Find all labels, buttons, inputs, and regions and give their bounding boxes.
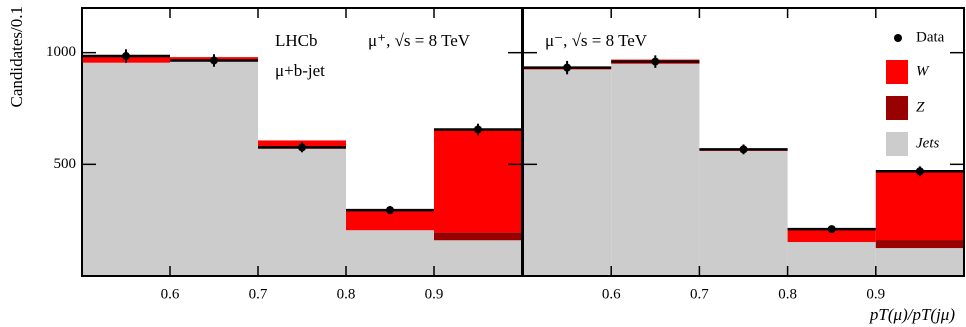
x-tick-label: 0.8 xyxy=(337,286,356,302)
annotation: LHCb xyxy=(275,31,318,50)
bar-segment xyxy=(523,69,612,277)
data-point xyxy=(915,167,924,176)
y-tick-label: 1000 xyxy=(46,44,76,60)
legend-swatch xyxy=(886,132,908,156)
annotation: μ+b-jet xyxy=(275,61,325,80)
bar-segment xyxy=(346,210,434,231)
data-point xyxy=(210,56,218,65)
data-point xyxy=(563,63,572,72)
x-tick-label: 0.8 xyxy=(778,286,797,302)
legend-marker xyxy=(894,34,902,42)
data-point xyxy=(298,143,306,152)
bar-segment xyxy=(346,230,434,276)
bar-segment xyxy=(875,240,964,249)
y-axis-label: Candidates/0.1 xyxy=(7,6,26,108)
bar-segment xyxy=(258,148,346,276)
annotation: μ⁻, √s = 8 TeV xyxy=(545,31,648,50)
bar-segment xyxy=(170,60,258,276)
x-tick-label: 0.9 xyxy=(866,286,885,302)
data-point xyxy=(474,125,482,134)
x-tick-label: 0.6 xyxy=(602,286,621,302)
bar-segment xyxy=(82,62,170,276)
x-tick-label: 0.7 xyxy=(249,286,268,302)
frame xyxy=(522,7,965,277)
bar-segment xyxy=(434,232,522,241)
x-axis-label: pT(μ)/pT(jμ) xyxy=(869,305,955,324)
data-point xyxy=(122,52,130,61)
legend-swatch xyxy=(886,96,908,120)
data-point xyxy=(739,145,748,154)
bar-segment xyxy=(434,129,522,233)
data-point xyxy=(651,57,660,66)
bar-segment xyxy=(875,171,964,241)
legend-label: Z xyxy=(916,99,925,115)
legend-swatch xyxy=(886,60,908,84)
bar-segment xyxy=(611,63,700,277)
x-tick-label: 0.6 xyxy=(161,286,180,302)
y-tick-label: 500 xyxy=(54,156,77,172)
data-point xyxy=(386,206,394,215)
x-tick-label: 0.9 xyxy=(425,286,444,302)
legend-label: Data xyxy=(916,29,945,45)
bar-segment xyxy=(434,240,522,276)
legend-label: W xyxy=(916,63,930,79)
bar-segment xyxy=(699,150,788,276)
bar-segment xyxy=(875,248,964,276)
legend-label: Jets xyxy=(916,135,939,151)
data-point xyxy=(827,225,836,234)
bar-segment xyxy=(787,242,876,276)
x-tick-label: 0.7 xyxy=(690,286,709,302)
annotation: μ⁺, √s = 8 TeV xyxy=(368,31,471,50)
bar-segment xyxy=(787,229,876,243)
